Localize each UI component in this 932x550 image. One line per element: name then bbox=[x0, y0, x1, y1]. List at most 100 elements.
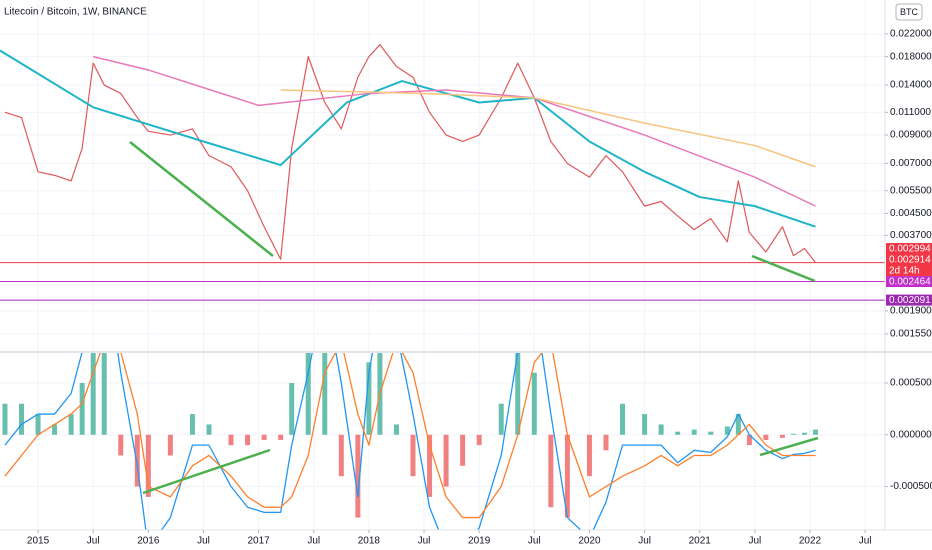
histogram-bar bbox=[101, 353, 107, 435]
trendline bbox=[129, 141, 274, 257]
histogram-bar bbox=[763, 434, 769, 440]
histogram-bar bbox=[68, 414, 74, 435]
histogram-bar bbox=[790, 433, 796, 435]
histogram-bar bbox=[603, 434, 609, 451]
x-tick-label: Jul bbox=[197, 536, 210, 547]
countdown-label: 2d 14h bbox=[889, 266, 920, 277]
y-tick-label: 0.022000 bbox=[890, 29, 932, 40]
histogram-bar bbox=[564, 434, 570, 518]
histogram-bar bbox=[79, 383, 85, 435]
histogram-bar bbox=[189, 414, 195, 435]
histogram-bar bbox=[35, 414, 41, 435]
trendline bbox=[142, 448, 271, 495]
histogram-bar bbox=[724, 426, 730, 435]
histogram-bar bbox=[90, 353, 96, 435]
histogram-bar bbox=[305, 353, 311, 435]
y-tick-label: 0.003700 bbox=[890, 230, 932, 241]
price-pane bbox=[0, 44, 885, 301]
price-label: 0.002464 bbox=[889, 277, 931, 288]
histogram-bar bbox=[548, 434, 554, 508]
x-tick-label: 2017 bbox=[247, 536, 270, 547]
macd-line bbox=[4, 353, 816, 519]
histogram-bar bbox=[393, 424, 399, 435]
x-tick-label: Jul bbox=[418, 536, 431, 547]
histogram-bar bbox=[2, 403, 8, 435]
x-tick-label: Jul bbox=[748, 536, 761, 547]
price-line bbox=[93, 55, 816, 207]
histogram-bar bbox=[338, 434, 344, 477]
y-tick-label: 0.018000 bbox=[890, 51, 932, 62]
histogram-bar bbox=[708, 431, 714, 435]
histogram-bar bbox=[145, 434, 151, 497]
macd-pane bbox=[2, 353, 819, 530]
histogram-bar bbox=[586, 434, 592, 477]
histogram-bar bbox=[801, 432, 807, 435]
histogram-bar bbox=[206, 424, 212, 435]
x-tick-label: Jul bbox=[528, 536, 541, 547]
histogram-bar bbox=[322, 353, 328, 435]
x-tick-label: Jul bbox=[859, 536, 872, 547]
price-label: 0.002994 bbox=[889, 244, 931, 255]
x-tick-label: 2020 bbox=[578, 536, 601, 547]
x-tick-label: 2015 bbox=[27, 536, 50, 547]
chart-title: Litecoin / Bitcoin, 1W, BINANCE bbox=[4, 7, 147, 18]
histogram-bar bbox=[355, 434, 361, 518]
histogram-bar bbox=[366, 362, 372, 435]
histogram-bar bbox=[261, 434, 267, 440]
y-tick-label: 0.009000 bbox=[890, 130, 932, 141]
histogram-bar bbox=[476, 434, 482, 446]
histogram-bar bbox=[620, 403, 626, 435]
histogram-bar bbox=[228, 434, 234, 446]
price-label: 0.002914 bbox=[889, 255, 931, 266]
histogram-bar bbox=[779, 434, 785, 438]
x-tick-label: 2018 bbox=[358, 536, 381, 547]
macd-line bbox=[4, 353, 816, 530]
x-tick-label: 2016 bbox=[137, 536, 160, 547]
y-tick-label: 0.011000 bbox=[890, 107, 931, 118]
price-line bbox=[280, 89, 816, 168]
price-label: 0.002091 bbox=[889, 295, 931, 306]
histogram-bar bbox=[278, 434, 284, 440]
axes: 2015 Jul 2016 Jul 2017 Jul 2018 Jul 2019 Jul 2020 J… bbox=[27, 29, 932, 547]
histogram-bar bbox=[675, 431, 681, 435]
histogram-bar bbox=[460, 434, 466, 466]
y-tick-label: -0.000500 bbox=[890, 481, 932, 492]
histogram-bar bbox=[289, 383, 295, 435]
y-tick-label: 0.000000 bbox=[890, 429, 932, 440]
histogram-bar bbox=[410, 434, 416, 477]
histogram-bar bbox=[813, 429, 819, 435]
histogram-bar bbox=[245, 434, 251, 446]
y-tick-label: 0.014000 bbox=[890, 80, 932, 91]
histogram-bar bbox=[515, 353, 521, 435]
price-line bbox=[0, 49, 816, 228]
trendlines bbox=[129, 141, 816, 283]
histogram-bar bbox=[52, 424, 58, 435]
histogram-bar bbox=[658, 424, 664, 435]
x-tick-label: Jul bbox=[87, 536, 100, 547]
histogram-bar bbox=[746, 434, 752, 446]
currency-badge[interactable] bbox=[895, 3, 923, 21]
price-label-box bbox=[886, 243, 932, 255]
y-tick-label: 0.000500 bbox=[890, 378, 932, 389]
y-tick-label: 0.005500 bbox=[890, 185, 932, 196]
x-tick-label: Jul bbox=[307, 536, 320, 547]
y-tick-label: 0.004500 bbox=[890, 208, 932, 219]
y-tick-label: 0.001550 bbox=[890, 329, 932, 340]
histogram-bar bbox=[427, 434, 433, 497]
histogram-bar bbox=[134, 434, 140, 487]
histogram-bar bbox=[498, 403, 504, 435]
histogram-bar bbox=[735, 414, 741, 435]
macd-trendlines bbox=[142, 436, 819, 495]
price-label-box bbox=[886, 254, 932, 277]
y-tick-label: 0.001900 bbox=[890, 306, 932, 317]
histogram-bar bbox=[19, 403, 25, 435]
histogram-bar bbox=[443, 434, 449, 487]
price-label-box bbox=[886, 276, 932, 288]
price-line bbox=[4, 44, 816, 263]
x-tick-label: Jul bbox=[638, 536, 651, 547]
histogram-bar bbox=[691, 429, 697, 435]
x-tick-label: 2019 bbox=[468, 536, 491, 547]
trendline bbox=[759, 436, 819, 457]
